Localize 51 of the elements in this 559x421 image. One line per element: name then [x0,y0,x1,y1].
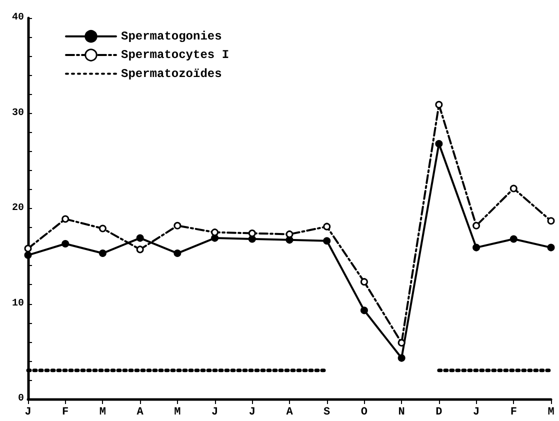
point [398,354,406,362]
x-tick-label: O [360,406,368,418]
x-tick-label: F [62,406,69,418]
x-tick-label: J [211,406,218,418]
point [435,140,443,148]
point [24,251,32,259]
point [472,244,480,252]
point [174,250,182,258]
point [174,222,182,230]
point [360,306,368,314]
point [510,235,518,243]
legend-label: Spermatogonies [121,29,222,44]
x-tick-label: M [548,406,555,418]
y-tick-label: 10 [12,298,24,310]
x-tick-label: N [398,406,405,418]
point [98,250,106,258]
x-tick-label: S [324,406,331,418]
point [62,240,70,248]
point [323,222,331,230]
point [136,234,144,242]
x-tick-label: J [472,406,480,418]
point [248,230,256,238]
x-tick-label: M [174,406,182,418]
point [98,224,106,232]
x-tick-label: J [24,406,32,418]
point [547,217,555,225]
point [286,230,294,238]
y-tick-label: 30 [12,108,24,119]
point [211,234,219,242]
x-tick-label: D [436,406,443,418]
x-tick-label: F [510,406,517,418]
legend-label: Spermatozoïdes [121,66,222,81]
point [510,184,518,192]
y-tick-label: 20 [12,203,24,214]
point [472,222,480,230]
point [360,278,368,286]
legend-label: Spermatocytes I [121,48,230,62]
point [435,100,443,108]
x-tick-label: M [99,406,106,418]
x-tick-label: A [136,406,144,418]
point [136,246,144,254]
point [323,237,331,245]
x-tick-label: J [248,406,256,418]
point [398,339,406,347]
point [547,244,555,252]
x-tick-label: A [286,406,294,418]
point [211,228,219,236]
point [62,215,70,223]
point [24,244,32,252]
y-tick-label: 0 [18,394,24,404]
y-tick-label: 40 [12,12,24,24]
